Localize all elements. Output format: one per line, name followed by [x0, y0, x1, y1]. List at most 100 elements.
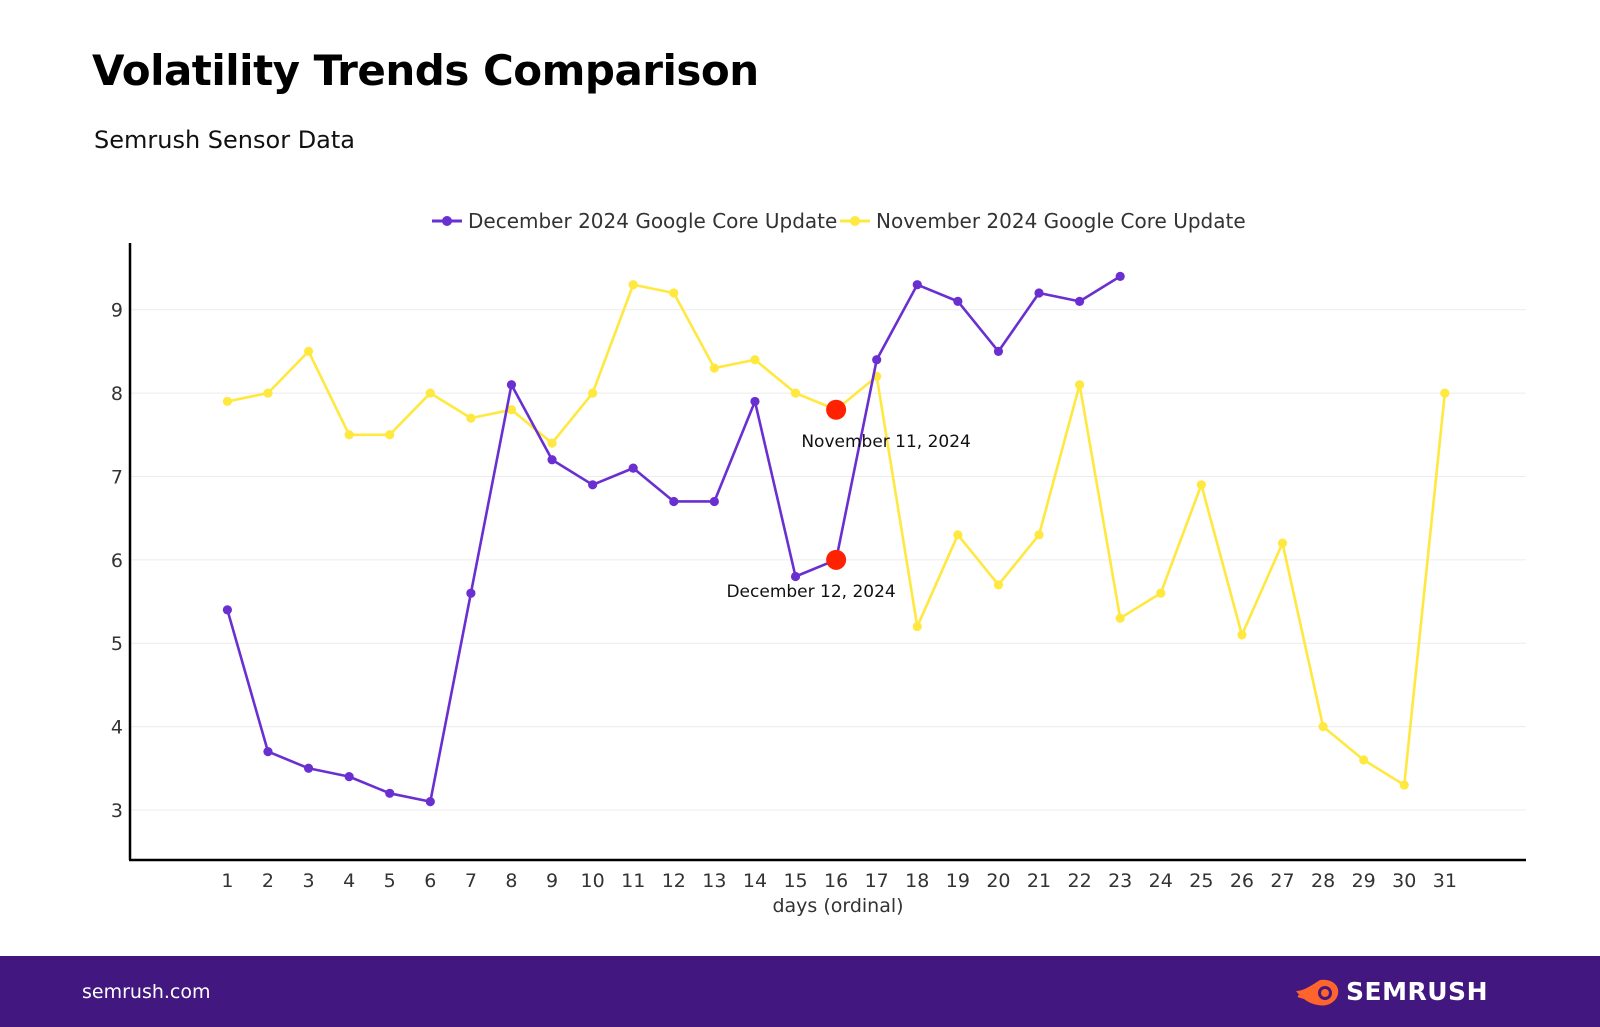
y-tick-label: 3 — [111, 800, 123, 822]
x-tick-label: 5 — [384, 870, 396, 892]
series-1-point — [506, 405, 517, 415]
annotations-layer: November 11, 2024 December 12, 2024 — [726, 399, 971, 602]
series-1-point — [1196, 480, 1206, 490]
x-tick-label: 12 — [662, 870, 686, 892]
series-1-point — [1075, 380, 1085, 390]
x-tick-label: 28 — [1311, 870, 1335, 892]
x-tick-label: 17 — [865, 870, 889, 892]
brand-name: SEMRUSH — [1346, 977, 1488, 1006]
series-1-point — [1399, 780, 1409, 790]
legend-label: November 2024 Google Core Update — [876, 209, 1246, 233]
legend-item-1[interactable]: November 2024 Google Core Update — [840, 209, 1246, 233]
series-1-point — [588, 388, 598, 398]
page-subtitle: Semrush Sensor Data — [94, 126, 355, 154]
x-tick-label: 10 — [581, 870, 605, 892]
x-tick-label: 29 — [1352, 870, 1376, 892]
x-tick-label: 19 — [946, 870, 970, 892]
x-tick-label: 26 — [1230, 870, 1254, 892]
series-1-point — [385, 430, 395, 440]
series-0-point — [1075, 296, 1085, 306]
footer-url[interactable]: semrush.com — [82, 980, 211, 1003]
series-0-point — [872, 355, 882, 365]
x-tick-label: 23 — [1108, 870, 1132, 892]
series-0-point — [709, 496, 719, 507]
annotation-label: December 12, 2024 — [726, 582, 895, 602]
x-axis-ticks: 1 2 3 4 5 6 7 8 9 10 11 12 13 14 15 16 17 18 19 20 21 22 23 24 2… — [221, 870, 1457, 892]
series-1-point — [263, 388, 273, 398]
series-1-point — [790, 388, 801, 398]
x-tick-label: 31 — [1433, 870, 1457, 892]
series-1-point — [1237, 630, 1247, 640]
y-tick-label: 5 — [111, 633, 123, 655]
x-axis-label: days (ordinal) — [772, 895, 903, 917]
semrush-flame-icon — [1296, 979, 1339, 1006]
annotation-marker — [826, 549, 847, 570]
x-tick-label: 1 — [221, 870, 233, 892]
x-tick-label: 21 — [1027, 870, 1051, 892]
grid-lines — [130, 309, 1526, 811]
series-0-point — [912, 280, 922, 290]
series-layer — [222, 271, 1450, 807]
page-title: Volatility Trends Comparison — [92, 46, 759, 95]
y-tick-label: 6 — [111, 550, 123, 572]
series-0-point — [628, 463, 638, 473]
x-tick-label: 9 — [546, 870, 558, 892]
y-tick-label: 9 — [111, 300, 123, 322]
series-1-point — [222, 396, 232, 407]
x-tick-label: 27 — [1270, 870, 1294, 892]
series-0-point — [669, 496, 679, 507]
y-axis-ticks: 3 4 5 6 7 8 9 — [111, 300, 123, 822]
x-tick-label: 22 — [1068, 870, 1092, 892]
x-tick-label: 8 — [505, 870, 517, 892]
series-0-point — [993, 346, 1004, 356]
series-1-point — [1277, 538, 1288, 548]
x-tick-label: 11 — [621, 870, 645, 892]
annotation-marker — [826, 399, 847, 420]
series-0-point — [506, 380, 517, 390]
x-tick-label: 20 — [986, 870, 1010, 892]
legend-item-0[interactable]: December 2024 Google Core Update — [432, 209, 837, 233]
x-tick-label: 6 — [424, 870, 436, 892]
x-tick-label: 18 — [905, 870, 929, 892]
x-tick-label: 7 — [465, 870, 477, 892]
series-0-point — [1115, 271, 1125, 281]
footer-bar: semrush.com SEMRUSH — [0, 956, 1600, 1027]
series-0-point — [790, 571, 801, 582]
y-tick-label: 8 — [111, 383, 123, 405]
series-0-point — [466, 588, 476, 598]
x-tick-label: 2 — [262, 870, 274, 892]
annotation-label: November 11, 2024 — [801, 432, 971, 452]
series-1-point — [1359, 755, 1369, 765]
x-tick-label: 14 — [743, 870, 767, 892]
series-0-point — [263, 747, 273, 757]
series-1-point — [425, 388, 435, 398]
series-line-0 — [226, 275, 1121, 803]
series-line-1 — [227, 283, 1447, 787]
legend-label: December 2024 Google Core Update — [468, 209, 837, 233]
x-tick-label: 15 — [783, 870, 807, 892]
series-1-point — [912, 621, 922, 632]
series-0-point — [1034, 288, 1044, 298]
series-1-point — [1034, 530, 1044, 540]
series-0-point — [303, 763, 314, 773]
brand-logo: SEMRUSH — [1294, 977, 1488, 1007]
series-1-point — [303, 346, 314, 356]
x-tick-label: 13 — [702, 870, 726, 892]
series-1-point — [709, 363, 719, 373]
series-1-point — [1156, 588, 1166, 598]
series-0-point — [344, 772, 354, 782]
x-tick-label: 16 — [824, 870, 848, 892]
series-1-point — [547, 438, 557, 448]
x-tick-label: 4 — [343, 870, 355, 892]
series-0-point — [953, 296, 963, 306]
series-0-point — [750, 396, 760, 407]
axes — [128, 243, 1526, 862]
x-tick-label: 25 — [1189, 870, 1213, 892]
series-1-point — [1115, 613, 1125, 623]
x-tick-label: 30 — [1392, 870, 1416, 892]
series-1-point — [669, 288, 679, 298]
series-1-point — [344, 430, 354, 440]
series-0-point — [547, 455, 557, 465]
x-tick-label: 3 — [303, 870, 315, 892]
series-1-point — [1440, 388, 1450, 398]
